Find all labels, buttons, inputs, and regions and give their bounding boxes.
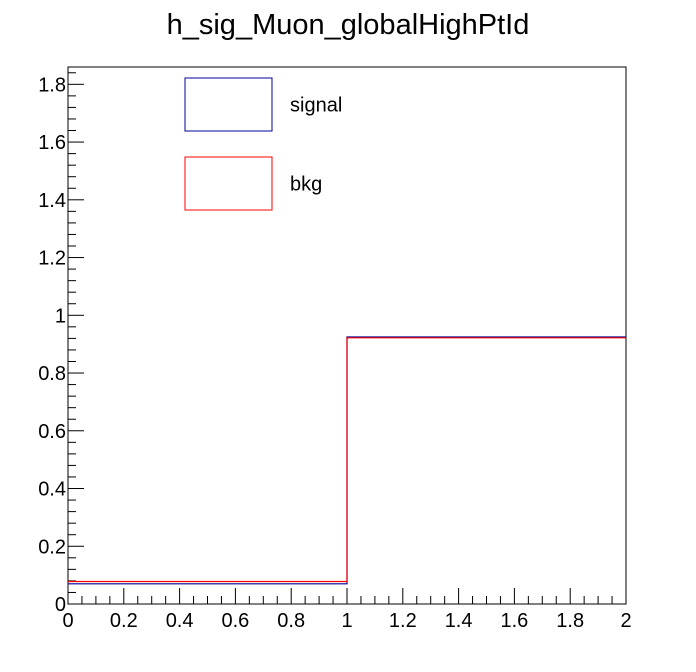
x-tick-label: 0.8 — [277, 610, 305, 632]
series-layer — [68, 336, 626, 585]
y-tick-label: 0.2 — [38, 536, 66, 558]
x-tick-label: 1.6 — [500, 610, 528, 632]
y-tick-label: 0.4 — [38, 479, 66, 501]
legend-swatch-signal — [184, 77, 273, 132]
x-tick-label: 1.2 — [389, 610, 417, 632]
x-tick-label: 0 — [62, 610, 73, 632]
legend-label: bkg — [290, 174, 322, 196]
series-line-bkg — [68, 337, 626, 583]
legend: signal bkg — [184, 77, 342, 211]
x-tick-label: 0.2 — [110, 610, 138, 632]
x-tick-label: 1.8 — [556, 610, 584, 632]
x-tick-label: 2 — [620, 610, 631, 632]
chart-title: h_sig_Muon_globalHighPtId — [167, 9, 530, 41]
y-tick-label: 1.8 — [38, 74, 66, 96]
y-tick-label: 1 — [55, 305, 66, 327]
y-tick-label: 1.4 — [38, 190, 66, 212]
x-axis: 0 0.2 0.4 0.6 0.8 1 1.2 1.4 1.6 1.8 2 — [62, 588, 632, 632]
y-tick-label: 1.6 — [38, 132, 66, 154]
x-tick-label: 1 — [341, 610, 352, 632]
x-tick-label: 0.6 — [221, 610, 249, 632]
legend-label: signal — [290, 95, 342, 117]
x-tick-label: 0.4 — [166, 610, 194, 632]
y-axis: 0 0.2 0.4 0.6 0.8 1 1.2 1.4 1.6 1.8 — [38, 72, 84, 616]
y-tick-label: 0 — [55, 594, 66, 616]
y-tick-label: 0.6 — [38, 421, 66, 443]
y-tick-label: 1.2 — [38, 248, 66, 270]
x-tick-label: 1.4 — [445, 610, 473, 632]
legend-swatch-bkg — [184, 156, 273, 211]
y-tick-label: 0.8 — [38, 363, 66, 385]
